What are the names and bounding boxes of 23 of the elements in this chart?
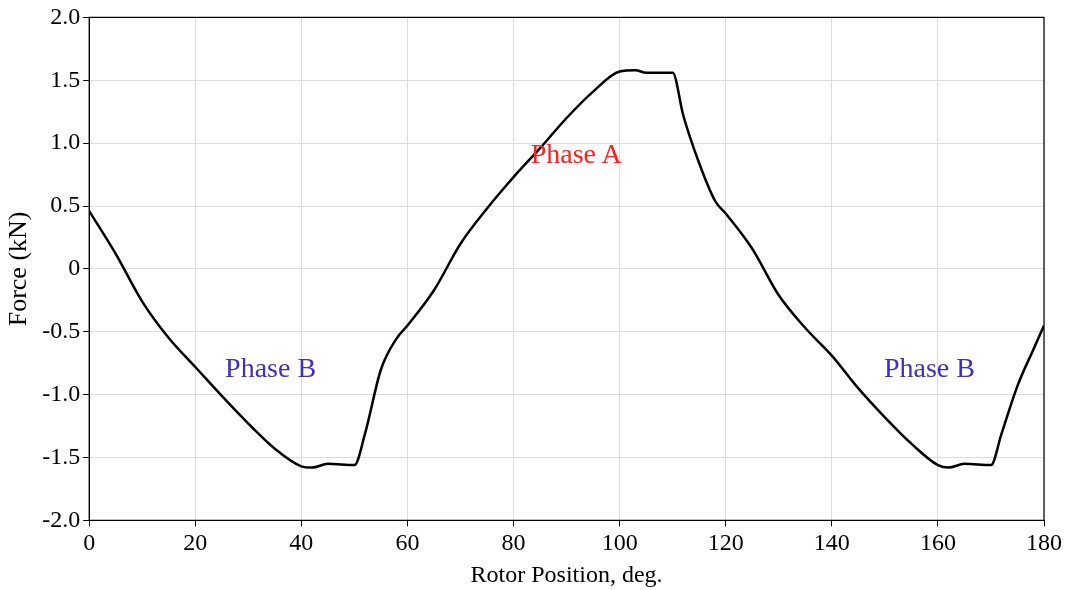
x-tick-label: 80	[501, 529, 526, 556]
x-tick-label: 20	[183, 529, 208, 556]
y-tick-label: -2.0	[42, 505, 81, 532]
annotation: Phase A	[530, 138, 623, 170]
y-tick-label: -1.0	[42, 379, 81, 406]
x-tick-label: 160	[919, 529, 956, 556]
x-tick-label: 40	[289, 529, 314, 556]
x-tick-label: 140	[813, 529, 850, 556]
y-tick-label: 0	[68, 254, 81, 281]
y-axis-title: Force (kN)	[3, 211, 33, 327]
y-tick-label: 1.5	[50, 65, 81, 92]
y-tick-label: -0.5	[42, 317, 81, 344]
x-tick-label: 120	[707, 529, 744, 556]
annotation: Phase B	[883, 351, 975, 383]
x-tick-label: 100	[601, 529, 638, 556]
y-tick-label: 0.5	[50, 191, 81, 218]
y-tick-label: 2.0	[50, 2, 81, 29]
x-tick-label: 60	[395, 529, 420, 556]
x-axis-title: Rotor Position, deg.	[470, 560, 663, 587]
y-tick-label: -1.5	[42, 442, 81, 469]
annotation: Phase B	[225, 351, 317, 383]
x-tick-label: 180	[1026, 529, 1062, 556]
y-tick-label: 1.0	[50, 128, 81, 155]
